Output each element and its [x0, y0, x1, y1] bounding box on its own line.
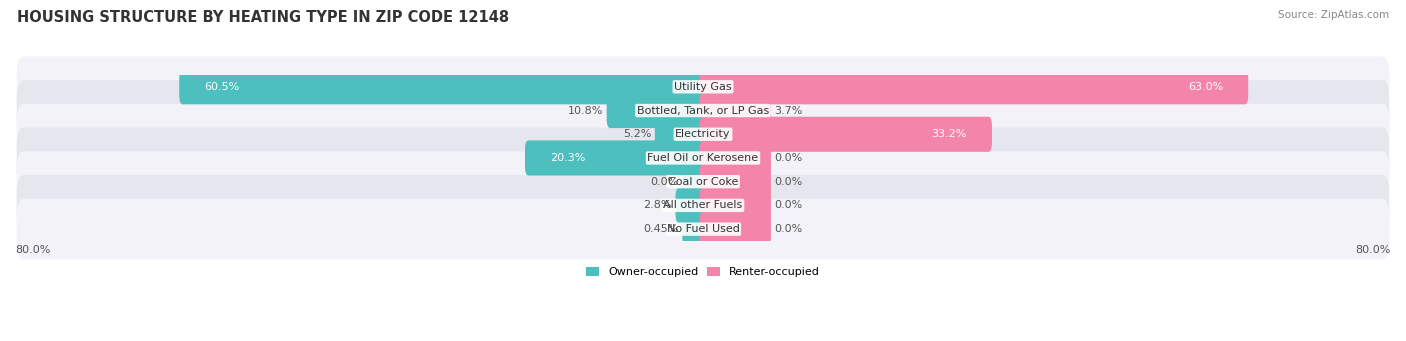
FancyBboxPatch shape	[17, 104, 1389, 165]
FancyBboxPatch shape	[700, 117, 993, 152]
Text: 0.0%: 0.0%	[775, 201, 803, 210]
FancyBboxPatch shape	[17, 128, 1389, 188]
Text: Bottled, Tank, or LP Gas: Bottled, Tank, or LP Gas	[637, 105, 769, 116]
FancyBboxPatch shape	[606, 93, 706, 128]
FancyBboxPatch shape	[700, 211, 770, 247]
Text: 80.0%: 80.0%	[15, 244, 51, 254]
Text: 10.8%: 10.8%	[568, 105, 603, 116]
Text: Electricity: Electricity	[675, 129, 731, 139]
Text: 0.45%: 0.45%	[644, 224, 679, 234]
FancyBboxPatch shape	[700, 140, 770, 176]
Text: 60.5%: 60.5%	[204, 82, 239, 92]
Text: 3.7%: 3.7%	[775, 105, 803, 116]
FancyBboxPatch shape	[17, 80, 1389, 141]
Text: 0.0%: 0.0%	[775, 177, 803, 187]
FancyBboxPatch shape	[682, 211, 706, 247]
Text: No Fuel Used: No Fuel Used	[666, 224, 740, 234]
Text: Utility Gas: Utility Gas	[675, 82, 731, 92]
Text: 80.0%: 80.0%	[1355, 244, 1391, 254]
FancyBboxPatch shape	[524, 140, 706, 176]
FancyBboxPatch shape	[17, 57, 1389, 117]
FancyBboxPatch shape	[17, 151, 1389, 212]
FancyBboxPatch shape	[17, 175, 1389, 236]
FancyBboxPatch shape	[179, 69, 706, 104]
FancyBboxPatch shape	[675, 188, 706, 223]
Text: 0.0%: 0.0%	[775, 224, 803, 234]
FancyBboxPatch shape	[682, 164, 706, 199]
FancyBboxPatch shape	[655, 117, 706, 152]
Text: Fuel Oil or Kerosene: Fuel Oil or Kerosene	[647, 153, 759, 163]
Legend: Owner-occupied, Renter-occupied: Owner-occupied, Renter-occupied	[581, 263, 825, 282]
Text: 2.8%: 2.8%	[644, 201, 672, 210]
FancyBboxPatch shape	[17, 199, 1389, 260]
FancyBboxPatch shape	[700, 69, 1249, 104]
FancyBboxPatch shape	[700, 93, 770, 128]
Text: 20.3%: 20.3%	[550, 153, 585, 163]
Text: All other Fuels: All other Fuels	[664, 201, 742, 210]
Text: Coal or Coke: Coal or Coke	[668, 177, 738, 187]
Text: 5.2%: 5.2%	[623, 129, 651, 139]
Text: HOUSING STRUCTURE BY HEATING TYPE IN ZIP CODE 12148: HOUSING STRUCTURE BY HEATING TYPE IN ZIP…	[17, 10, 509, 25]
Text: 0.0%: 0.0%	[651, 177, 679, 187]
Text: Source: ZipAtlas.com: Source: ZipAtlas.com	[1278, 10, 1389, 20]
Text: 33.2%: 33.2%	[932, 129, 967, 139]
FancyBboxPatch shape	[700, 188, 770, 223]
FancyBboxPatch shape	[700, 164, 770, 199]
Text: 63.0%: 63.0%	[1188, 82, 1223, 92]
Text: 0.0%: 0.0%	[775, 153, 803, 163]
